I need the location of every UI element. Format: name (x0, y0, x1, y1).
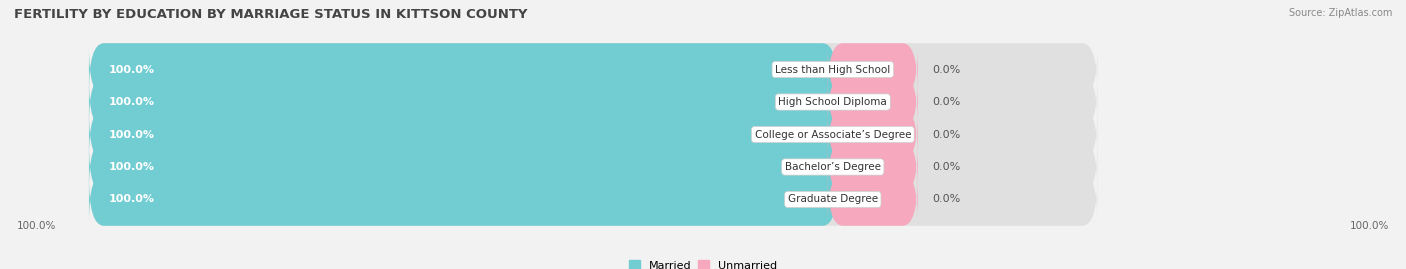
Text: Source: ZipAtlas.com: Source: ZipAtlas.com (1288, 8, 1392, 18)
Text: 100.0%: 100.0% (108, 97, 155, 107)
FancyBboxPatch shape (89, 76, 1098, 128)
Text: 100.0%: 100.0% (17, 221, 56, 231)
FancyBboxPatch shape (828, 43, 918, 96)
FancyBboxPatch shape (89, 108, 838, 161)
FancyBboxPatch shape (89, 141, 838, 193)
Text: 100.0%: 100.0% (1350, 221, 1389, 231)
Text: 100.0%: 100.0% (108, 194, 155, 204)
Text: 0.0%: 0.0% (932, 194, 960, 204)
FancyBboxPatch shape (89, 43, 1098, 96)
Text: 0.0%: 0.0% (932, 97, 960, 107)
Text: College or Associate’s Degree: College or Associate’s Degree (755, 129, 911, 140)
FancyBboxPatch shape (828, 108, 918, 161)
FancyBboxPatch shape (828, 173, 918, 226)
Text: Bachelor’s Degree: Bachelor’s Degree (785, 162, 880, 172)
FancyBboxPatch shape (89, 108, 1098, 161)
Text: FERTILITY BY EDUCATION BY MARRIAGE STATUS IN KITTSON COUNTY: FERTILITY BY EDUCATION BY MARRIAGE STATU… (14, 8, 527, 21)
Text: 100.0%: 100.0% (108, 129, 155, 140)
Text: Graduate Degree: Graduate Degree (787, 194, 877, 204)
FancyBboxPatch shape (828, 76, 918, 128)
FancyBboxPatch shape (89, 76, 838, 128)
Text: High School Diploma: High School Diploma (779, 97, 887, 107)
FancyBboxPatch shape (89, 173, 838, 226)
Text: 100.0%: 100.0% (108, 65, 155, 75)
Text: 0.0%: 0.0% (932, 65, 960, 75)
Text: Less than High School: Less than High School (775, 65, 890, 75)
FancyBboxPatch shape (89, 43, 838, 96)
FancyBboxPatch shape (89, 141, 1098, 193)
FancyBboxPatch shape (89, 173, 1098, 226)
Text: 0.0%: 0.0% (932, 162, 960, 172)
Legend: Married, Unmarried: Married, Unmarried (624, 256, 782, 269)
Text: 0.0%: 0.0% (932, 129, 960, 140)
Text: 100.0%: 100.0% (108, 162, 155, 172)
FancyBboxPatch shape (828, 141, 918, 193)
